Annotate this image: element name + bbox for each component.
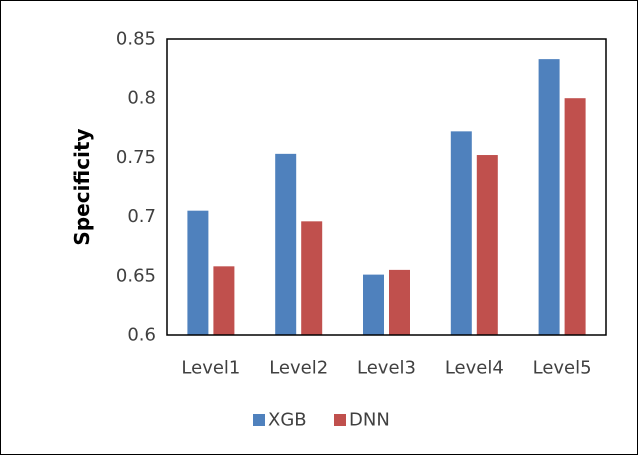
bars-layer xyxy=(187,59,586,336)
x-category-label: Level5 xyxy=(533,358,592,379)
y-tick-labels: 0.6 0.65 0.7 0.75 0.8 0.85 xyxy=(116,29,156,346)
bar-xgb-level5 xyxy=(538,59,560,336)
bar-xgb-level3 xyxy=(363,274,384,335)
legend-label-dnn: DNN xyxy=(349,410,390,431)
y-tick-label: 0.85 xyxy=(116,29,156,50)
plot-area-border xyxy=(166,38,607,336)
x-category-label: Level4 xyxy=(445,358,504,379)
x-category-label: Level3 xyxy=(357,358,416,379)
legend-swatch-xgb xyxy=(253,414,265,426)
bar-dnn-level4 xyxy=(476,155,498,335)
bar-xgb-level4 xyxy=(450,131,472,335)
bar-dnn-level1 xyxy=(213,266,235,335)
legend-swatch-dnn xyxy=(334,414,346,426)
bar-xgb-level1 xyxy=(187,210,209,335)
y-tick-label: 0.65 xyxy=(116,265,156,286)
x-category-label: Level1 xyxy=(181,358,240,379)
legend: XGB DNN xyxy=(253,410,390,431)
y-tick-label: 0.8 xyxy=(127,88,156,109)
bar-dnn-level2 xyxy=(301,221,323,335)
bar-dnn-level5 xyxy=(564,98,586,335)
y-axis-label: Specificity xyxy=(70,128,94,245)
y-tick-label: 0.75 xyxy=(116,147,156,168)
legend-label-xgb: XGB xyxy=(268,410,307,431)
y-tick-label: 0.6 xyxy=(127,325,156,346)
bar-xgb-level2 xyxy=(275,153,297,335)
bar-dnn-level3 xyxy=(389,269,410,335)
x-category-label: Level2 xyxy=(269,358,328,379)
y-tick-label: 0.7 xyxy=(127,206,156,227)
x-category-labels: Level1 Level2 Level3 Level4 Level5 xyxy=(181,358,591,379)
